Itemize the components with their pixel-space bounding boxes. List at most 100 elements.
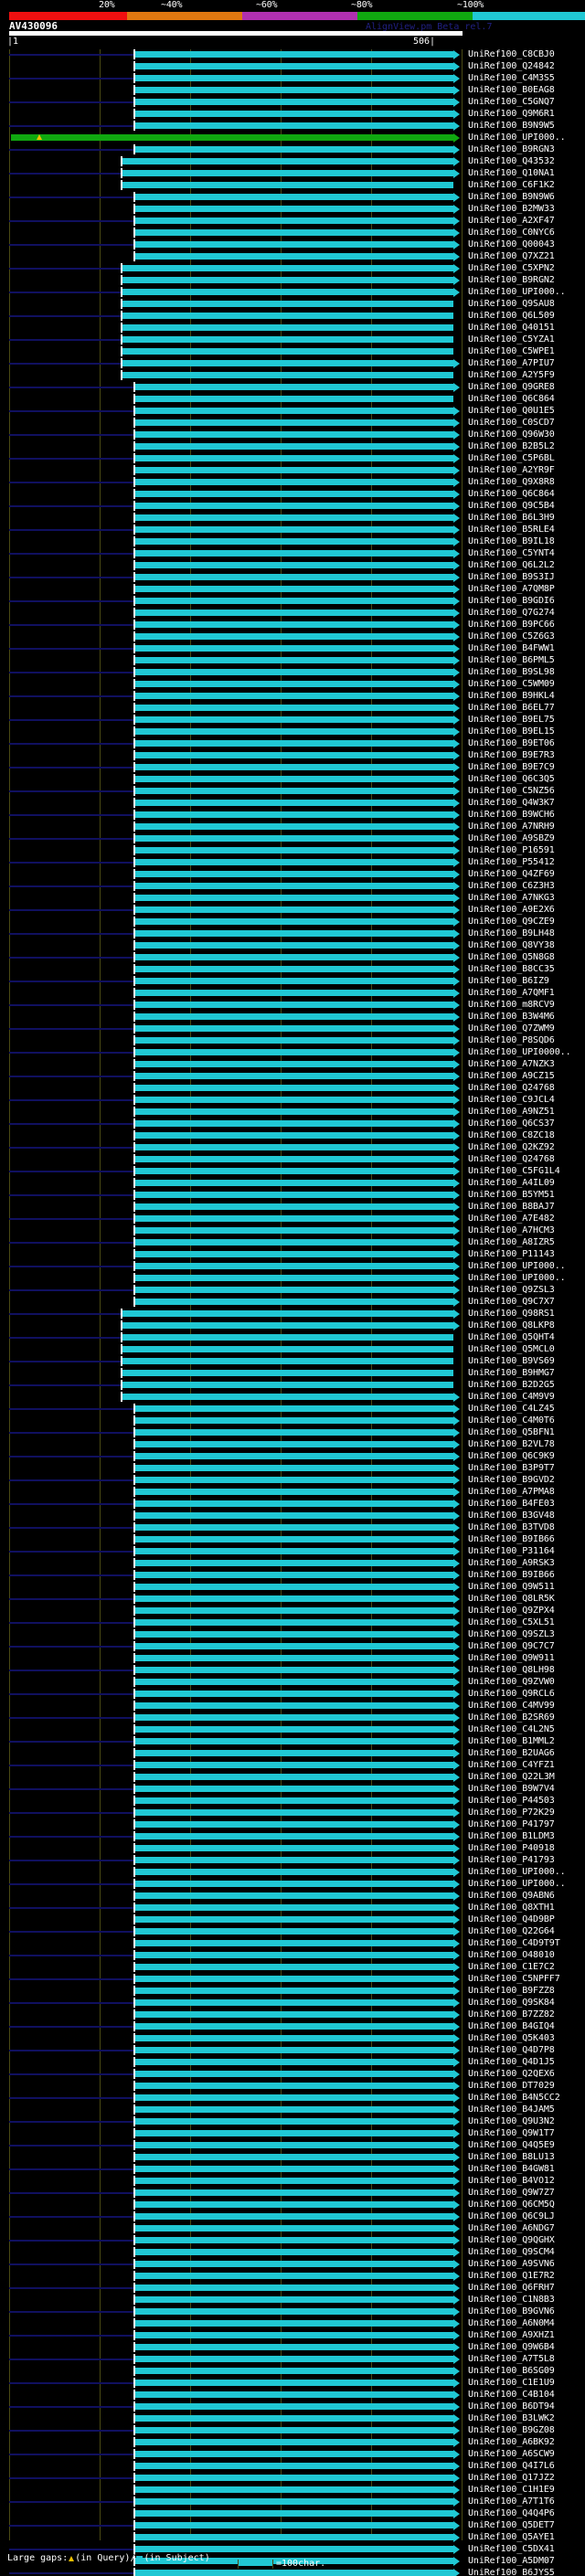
alignment-row-label[interactable]: UniRef100_UPI000.. [468,133,566,143]
hsp-bar[interactable] [135,2071,453,2077]
hsp-bar[interactable] [135,1441,453,1447]
alignment-row-label[interactable]: UniRef100_B7ZZ82 [468,2009,555,2019]
alignment-row[interactable]: UniRef100_B4GIQ4 [0,2021,585,2033]
alignment-row-label[interactable]: UniRef100_C5YZA1 [468,334,555,345]
alignment-row-label[interactable]: UniRef100_A9NZ51 [468,1107,555,1117]
alignment-row-label[interactable]: UniRef100_B2SR69 [468,1712,555,1723]
hsp-bar[interactable] [135,1203,453,1210]
hsp-bar[interactable] [135,1928,453,1935]
hsp-bar[interactable] [135,2047,453,2053]
alignment-row[interactable]: UniRef100_A7PIU7 [0,358,585,370]
alignment-row-label[interactable]: UniRef100_B6PML5 [468,655,555,665]
alignment-row-label[interactable]: UniRef100_Q6C864 [468,489,555,499]
alignment-row-label[interactable]: UniRef100_Q6L509 [468,311,555,321]
alignment-row-label[interactable]: UniRef100_P44503 [468,1796,555,1806]
hsp-bar[interactable] [135,1251,453,1257]
alignment-row-label[interactable]: UniRef100_B8BAJ7 [468,1202,555,1212]
alignment-row[interactable]: UniRef100_C5DX41 [0,2544,585,2556]
alignment-row[interactable]: UniRef100_Q7G274 [0,608,585,620]
alignment-row-label[interactable]: UniRef100_A9RSK3 [468,1558,555,1568]
alignment-row[interactable]: UniRef100_B4GW81 [0,2164,585,2176]
alignment-row-label[interactable]: UniRef100_Q4D7P8 [468,2045,555,2055]
alignment-row-label[interactable]: UniRef100_Q6CM5Q [468,2200,555,2210]
hsp-bar[interactable] [135,2570,453,2576]
hsp-bar[interactable] [135,1762,453,1768]
alignment-row[interactable]: UniRef100_B6IZ9 [0,976,585,988]
alignment-row[interactable]: UniRef100_A2Y5F9 [0,370,585,382]
alignment-row-label[interactable]: UniRef100_B2MW33 [468,204,555,214]
alignment-row-label[interactable]: UniRef100_B8CC35 [468,964,555,974]
hsp-bar[interactable] [135,1904,453,1911]
hsp-bar[interactable] [135,2154,453,2160]
alignment-row-label[interactable]: UniRef100_Q9ZVW0 [468,1677,555,1687]
alignment-row[interactable]: UniRef100_UPI0000.. [0,1047,585,1059]
alignment-row[interactable]: UniRef100_B3LWK2 [0,2413,585,2425]
alignment-row-label[interactable]: UniRef100_C4D9T9T [468,1938,560,1948]
alignment-row-label[interactable]: UniRef100_B2UAG6 [468,1748,555,1758]
hsp-bar[interactable] [135,657,453,663]
hsp-bar[interactable] [135,2237,453,2243]
alignment-row[interactable]: UniRef100_A9E2X6 [0,905,585,917]
alignment-row-label[interactable]: UniRef100_UPI000.. [468,1879,566,1889]
alignment-row[interactable]: UniRef100_C4L2N5 [0,1724,585,1736]
hsp-bar[interactable] [135,2059,453,2065]
alignment-row-label[interactable]: UniRef100_C5XPN2 [468,263,555,273]
alignment-row[interactable]: UniRef100_Q9U3N2 [0,2116,585,2128]
alignment-row[interactable]: UniRef100_Q9W511 [0,1582,585,1594]
hsp-bar[interactable] [135,87,453,93]
alignment-row-label[interactable]: UniRef100_B2B5L2 [468,441,555,451]
alignment-row[interactable]: UniRef100_Q4I7L6 [0,2461,585,2473]
hsp-bar[interactable] [135,2534,453,2540]
alignment-row[interactable]: UniRef100_B2VL78 [0,1439,585,1451]
alignment-row[interactable]: UniRef100_Q6FRH7 [0,2283,585,2295]
hsp-bar[interactable] [135,2308,453,2315]
alignment-row-label[interactable]: UniRef100_B4FE03 [468,1499,555,1509]
hsp-bar[interactable] [135,419,453,426]
hsp-bar[interactable] [135,146,453,153]
hsp-bar[interactable] [135,1085,453,1091]
hsp-bar[interactable] [135,740,453,747]
alignment-row-label[interactable]: UniRef100_Q6C9LJ [468,2211,555,2221]
hsp-bar[interactable] [135,2344,453,2350]
alignment-row-label[interactable]: UniRef100_B2D2G5 [468,1380,555,1390]
alignment-row[interactable]: UniRef100_Q5BFN1 [0,1427,585,1439]
hsp-bar[interactable] [135,194,453,200]
alignment-row-label[interactable]: UniRef100_Q9SCM4 [468,2247,555,2257]
alignment-row-label[interactable]: UniRef100_Q10NA1 [468,168,555,178]
alignment-row-label[interactable]: UniRef100_A7NZK3 [468,1059,555,1069]
alignment-row[interactable]: UniRef100_Q9W6B4 [0,2342,585,2354]
alignment-row-label[interactable]: UniRef100_C8CBJ0 [468,49,555,59]
hsp-bar[interactable] [122,182,453,188]
alignment-row[interactable]: UniRef100_B7ZZ82 [0,2009,585,2021]
alignment-row-label[interactable]: UniRef100_Q17JZ2 [468,2473,555,2483]
hsp-bar[interactable] [135,859,453,865]
hsp-bar[interactable] [135,1881,453,1887]
alignment-row[interactable]: UniRef100_Q22G64 [0,1926,585,1938]
alignment-row[interactable]: UniRef100_B1LDM3 [0,1831,585,1843]
alignment-row[interactable]: UniRef100_DT7029 [0,2081,585,2093]
alignment-row[interactable]: UniRef100_A7HCM3 [0,1225,585,1237]
alignment-row[interactable]: UniRef100_B9RGN3 [0,144,585,156]
alignment-row[interactable]: UniRef100_B6JYS5 [0,2568,585,2576]
alignment-row[interactable]: UniRef100_P31164 [0,1546,585,1558]
hsp-bar[interactable] [135,1132,453,1139]
hsp-bar[interactable] [135,2106,453,2113]
hsp-bar[interactable] [135,2546,453,2552]
alignment-row-label[interactable]: UniRef100_Q98RS1 [468,1309,555,1319]
hsp-bar[interactable] [11,134,453,141]
hsp-bar[interactable] [135,1108,453,1115]
hsp-bar[interactable] [135,1869,453,1875]
alignment-row[interactable]: UniRef100_B9N9W5 [0,121,585,133]
alignment-row[interactable]: UniRef100_B4FWW1 [0,643,585,655]
hsp-bar[interactable] [122,265,453,271]
alignment-row-label[interactable]: UniRef100_Q4I7L6 [468,2461,555,2471]
alignment-row-label[interactable]: UniRef100_C1H1E9 [468,2485,555,2495]
alignment-row[interactable]: UniRef100_C5NPFF7 [0,1974,585,1986]
alignment-row-label[interactable]: UniRef100_Q5AYE1 [468,2532,555,2542]
hsp-bar[interactable] [135,467,453,473]
hsp-bar[interactable] [135,1548,453,1554]
hsp-bar[interactable] [122,1322,453,1329]
alignment-row[interactable]: UniRef100_C4B104 [0,2390,585,2401]
alignment-row[interactable]: UniRef100_UPI000.. [0,1261,585,1273]
hsp-bar[interactable] [135,1786,453,1792]
